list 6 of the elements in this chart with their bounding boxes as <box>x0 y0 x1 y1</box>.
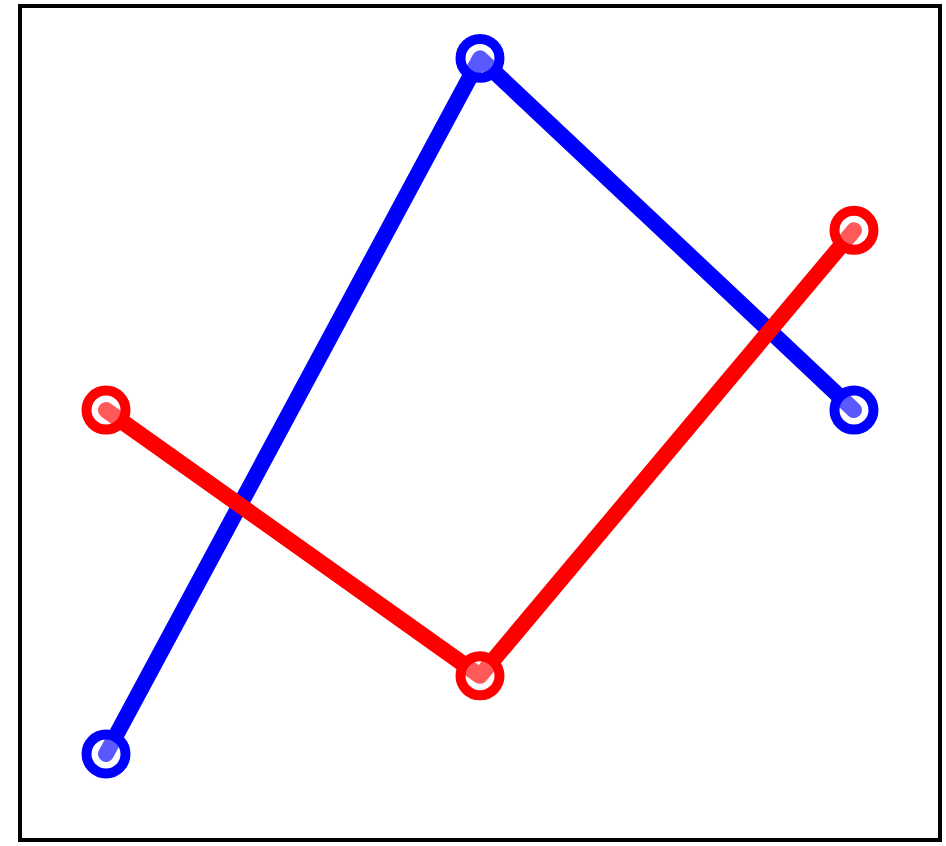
point <box>455 33 505 83</box>
point <box>455 651 505 701</box>
point <box>81 729 131 779</box>
point <box>829 205 879 255</box>
point <box>829 385 879 435</box>
point <box>81 385 131 435</box>
